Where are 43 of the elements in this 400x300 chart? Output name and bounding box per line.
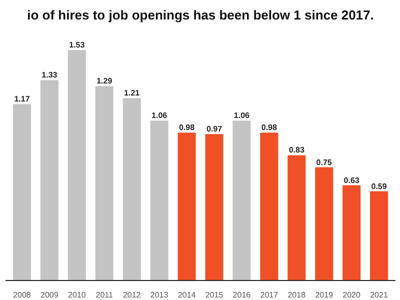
x-tick-label: 2018 (288, 290, 306, 300)
bar (342, 185, 361, 280)
bar (122, 98, 141, 280)
bar (178, 132, 196, 280)
data-label: 0.63 (344, 176, 360, 185)
x-tick-label: 2016 (232, 290, 252, 300)
data-label: 0.75 (316, 158, 332, 167)
data-label: 1.21 (124, 88, 140, 98)
x-tick-label: 2011 (96, 290, 114, 300)
bar (12, 104, 31, 280)
bar (315, 167, 334, 280)
x-tick-label: 2019 (315, 290, 334, 300)
data-label: 0.59 (371, 182, 388, 191)
x-tick-label: 2017 (260, 290, 279, 300)
data-label: 1.06 (234, 111, 250, 120)
bar (232, 120, 251, 280)
bar (370, 191, 388, 280)
x-tick-label: 2015 (205, 290, 224, 300)
data-label: 1.29 (96, 76, 113, 86)
data-label: 1.17 (14, 94, 30, 104)
x-tick-label: 2020 (342, 290, 362, 300)
x-tick-label: 2010 (68, 290, 86, 300)
data-label: 1.33 (42, 70, 58, 80)
bar (40, 80, 58, 280)
x-tick-label: 2012 (122, 290, 142, 300)
bar (288, 155, 306, 280)
x-tick-label: 2014 (178, 290, 196, 300)
bar (95, 86, 114, 280)
data-label: 0.97 (206, 124, 223, 134)
bar (150, 120, 168, 280)
data-label: 0.98 (261, 123, 278, 132)
bar (68, 50, 86, 280)
data-label: 0.98 (178, 123, 196, 132)
x-tick-label: 2009 (40, 290, 59, 300)
bar (260, 132, 278, 280)
x-tick-label: 2008 (13, 290, 32, 300)
x-tick-label: 2021 (370, 290, 388, 300)
chart-title: io of hires to job openings has been below 1 since 2017. (27, 8, 374, 22)
x-tick-label: 2013 (150, 290, 169, 300)
data-label: 1.53 (69, 40, 86, 50)
data-label: 1.06 (152, 111, 168, 120)
data-label: 0.83 (288, 146, 305, 155)
bar (205, 134, 224, 280)
